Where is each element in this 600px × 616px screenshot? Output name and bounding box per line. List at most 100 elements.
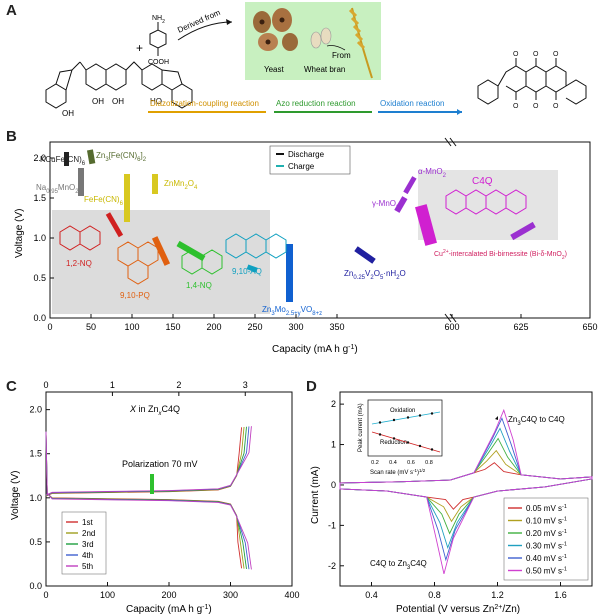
- legend-label: 0.40 mV s-1: [526, 554, 567, 563]
- charge-legend-label: Charge: [288, 162, 315, 171]
- from-arrow: [326, 45, 346, 51]
- y-tick-label: 1.5: [29, 449, 42, 459]
- legend-label: 4th: [82, 551, 93, 560]
- material-voltage-bars: [64, 149, 536, 302]
- inset-reduction-label: Reduction: [380, 440, 407, 446]
- label-bi-mno2: Cu2+-intercalated Bi-birnessite (Bi-δ-Mn…: [434, 249, 567, 261]
- inset-oxidation-points: [378, 412, 434, 424]
- inset-xlabel: Scan rate (mV s-1)1/2: [370, 468, 426, 477]
- wheat-bran-image: [310, 27, 332, 49]
- y-tick-label: 1.5: [33, 193, 46, 203]
- x-tick-label: 0: [43, 590, 48, 600]
- label-zn-movo: Zn3Mo2.5+yVO8+z: [262, 305, 322, 317]
- wheat-bran-label: Wheat bran: [304, 65, 345, 74]
- inset-point: [406, 441, 410, 444]
- panel-d-letter: D: [306, 378, 317, 395]
- kcufe-bar: [64, 152, 69, 166]
- top-tick-label: 0: [43, 380, 48, 390]
- panel-c-chart: 0 100 200 300 400 0 1 2 3 0.0 0.5 1.0 1.5 2.0 X in …: [10, 380, 300, 615]
- polarization-marker: [150, 474, 154, 494]
- panel-b-letter: B: [6, 128, 17, 145]
- legend-label: 2nd: [82, 529, 95, 538]
- panel-b-chart: 0 50 100 150 200 250 300 350 600 625 650 0.0 0.5 1.0…: [14, 137, 598, 355]
- znmn2o4-bar: [152, 174, 158, 194]
- label-znmn2o4: ZnMn2O4: [164, 179, 198, 191]
- label-g-mno2: γ-MnO2: [372, 199, 400, 211]
- x-tick-label: 50: [86, 322, 96, 332]
- oxygen-label: O: [513, 51, 519, 58]
- x-tick-label: 600: [444, 322, 459, 332]
- y-tick-label: 2: [331, 399, 336, 409]
- bi-mno2-bar: [510, 221, 536, 241]
- panel-d-legend: [503, 497, 589, 581]
- anno-oxidation-direction: Zn3C4Q to C4Q: [508, 415, 565, 427]
- inset-x-tick-label: 0.8: [425, 460, 433, 466]
- top-tick-label: 2: [176, 380, 181, 390]
- panel-b-plot-frame: [49, 141, 591, 319]
- legend-label: 0.50 mV s-1: [526, 567, 567, 576]
- top-tick-label: 1: [110, 380, 115, 390]
- oh-label-3: OH: [112, 97, 124, 106]
- cv-curve: [339, 408, 593, 574]
- legend-label: 0.05 mV s-1: [526, 504, 567, 513]
- inset-point: [430, 448, 434, 451]
- y-tick-label: 0.5: [33, 273, 46, 283]
- step-diazotization-label: Diazotization-coupling reaction: [150, 99, 259, 108]
- oh-label-4: HO: [150, 97, 162, 106]
- inset-point: [418, 414, 422, 417]
- x-tick-label: 650: [582, 322, 597, 332]
- zn-movo-bar: [286, 244, 293, 302]
- aq910-structure: [225, 233, 287, 259]
- panel-d-ylabel: Current (mA): [310, 466, 321, 524]
- x-tick-label: 300: [288, 322, 303, 332]
- x-tick-label: 625: [513, 322, 528, 332]
- step-oxidation-label: Oxidation reaction: [380, 99, 444, 108]
- pq910-bar: [151, 236, 171, 266]
- label-nq14: 1,4-NQ: [186, 281, 212, 290]
- x-tick-label: 1.6: [554, 590, 567, 600]
- panel-a-scheme: OH OH OH HO + NH2 COOH Derived from Yeas…: [45, 2, 587, 118]
- material-labels: KCuFe(CN)6 Zn3[Fe(CN)6]2 Na0.95MnO2 FeFe…: [36, 151, 567, 317]
- panel-d-x-ticks: 0.4 0.8 1.2 1.6: [365, 582, 567, 600]
- inset-point: [406, 416, 410, 419]
- zn3fe-bar: [86, 149, 96, 165]
- reagent-nh2-label: NH2: [152, 15, 165, 25]
- legend-label: 1st: [82, 518, 93, 527]
- x-tick-label: 350: [329, 322, 344, 332]
- oxidation-arrow: [495, 416, 498, 420]
- reagent-cooh-label: COOH: [148, 59, 169, 66]
- label-a-mno2: α-MnO2: [418, 167, 447, 179]
- step-azo-reduction-label: Azo reduction reaction: [276, 99, 356, 108]
- x-tick-label: 300: [223, 590, 238, 600]
- x-tick-label: 0.4: [365, 590, 378, 600]
- y-tick-label: 2.0: [33, 153, 46, 163]
- label-fefe: FeFe(CN)6: [84, 195, 124, 207]
- x-tick-label: 200: [161, 590, 176, 600]
- legend-label: 5th: [82, 562, 93, 571]
- calixarene-left-structure: [45, 61, 193, 109]
- y-tick-label: 0: [331, 480, 336, 490]
- anno-reduction-direction: C4Q to Zn3C4Q: [370, 559, 427, 571]
- panel-b-y-ticks: 0.0 0.5 1.0 1.5 2.0: [33, 153, 54, 323]
- legend-label: 3rd: [82, 540, 94, 549]
- c4q-highlight-region: [418, 170, 558, 240]
- inset-point: [378, 421, 382, 424]
- label-zn3fe: Zn3[Fe(CN)6]2: [96, 151, 147, 163]
- y-tick-label: 0.5: [29, 537, 42, 547]
- fefe-bar: [124, 174, 130, 222]
- a-mno2-bar: [403, 176, 417, 195]
- panel-c-y-ticks: 0.0 0.5 1.0 1.5 2.0: [29, 405, 50, 591]
- inset-oxidation-fit: [371, 411, 441, 425]
- panel-c-letter: C: [6, 378, 17, 395]
- x-tick-label: 0.8: [428, 590, 441, 600]
- oh-label-1: OH: [62, 109, 74, 118]
- inset-point: [392, 437, 396, 440]
- x-tick-label: 100: [124, 322, 139, 332]
- oxygen-label: O: [553, 103, 559, 110]
- inset-reduction-fit: [371, 431, 441, 453]
- inset-x-tick-label: 0.6: [407, 460, 415, 466]
- y-tick-label: 0.0: [29, 581, 42, 591]
- x-tick-label: 1.2: [491, 590, 504, 600]
- inset-x-tick-label: 0.4: [389, 460, 397, 466]
- nq14-structure: [181, 249, 223, 275]
